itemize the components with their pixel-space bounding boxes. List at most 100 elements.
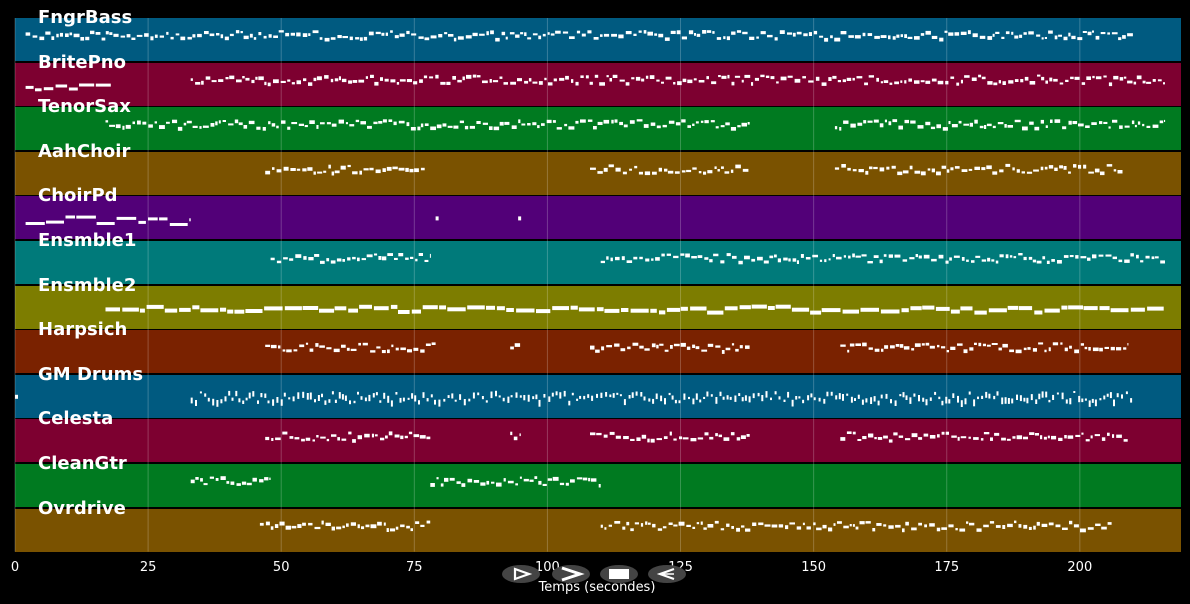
note [255,76,258,80]
note [340,165,346,170]
note [751,82,754,86]
note [35,88,42,92]
x-tick-label: 200 [1067,560,1093,575]
note [651,343,656,348]
note [620,348,626,352]
note [973,399,976,407]
note [631,77,635,80]
note [382,119,387,123]
note [798,396,801,399]
note [15,394,18,399]
note [604,527,607,530]
note [925,30,931,35]
note [857,122,863,126]
note [796,260,799,264]
note [905,438,911,441]
note [690,438,697,442]
note [661,81,664,84]
note [635,76,641,81]
note [1051,259,1055,262]
note [608,164,614,168]
note [449,477,455,481]
track-label: Ensmble1 [38,230,137,251]
note [291,525,297,529]
note [1095,76,1102,80]
note [731,81,735,86]
note [960,79,963,84]
note [856,76,863,79]
note [1124,125,1130,128]
note [234,119,239,124]
note [568,126,575,130]
note [486,305,495,310]
note [1082,31,1087,33]
note [352,171,358,175]
note [747,122,750,125]
note [1080,256,1087,259]
note [314,399,316,403]
note [1112,119,1118,123]
note [682,78,687,83]
note [215,478,219,481]
note [1159,120,1164,124]
note [611,33,617,37]
note [852,77,855,81]
note [1073,391,1076,393]
note [326,438,330,442]
play-button[interactable] [502,565,540,583]
note [969,122,973,127]
rewind-button[interactable] [648,565,686,583]
note [463,399,466,406]
note [258,76,264,81]
note [674,171,680,174]
note [623,399,626,406]
note [252,391,255,397]
note [946,169,950,173]
track-label: FngrBass [38,7,133,28]
note [565,482,569,486]
note [599,82,605,86]
note [204,31,209,35]
note [1044,308,1060,313]
note [978,342,982,347]
note [783,399,786,402]
note [1016,169,1020,173]
note [596,307,604,312]
note [903,346,910,350]
note [1019,34,1023,38]
note [358,342,361,346]
note [695,346,700,350]
forward-button[interactable] [552,565,590,583]
note [596,432,602,436]
note [69,32,73,36]
note [1109,392,1112,399]
note [511,125,517,129]
note [1072,121,1078,125]
note [390,30,393,33]
note [467,305,485,310]
note [922,305,935,310]
note [656,125,661,129]
note [695,393,698,400]
note [937,434,940,438]
note [991,259,995,262]
note [259,522,264,526]
stop-button[interactable] [600,565,638,583]
note [1121,394,1123,399]
note [904,34,907,38]
note [1011,31,1014,35]
note [808,80,814,83]
note [763,260,769,264]
note [948,399,951,404]
note [391,344,394,348]
note [180,36,186,41]
note [760,74,765,78]
note [287,126,291,130]
note [873,396,876,402]
note [374,81,379,86]
note [543,394,546,398]
note [532,33,538,36]
track-label: ChoirPd [38,185,118,207]
track-lane [15,107,1181,151]
note [202,125,209,128]
